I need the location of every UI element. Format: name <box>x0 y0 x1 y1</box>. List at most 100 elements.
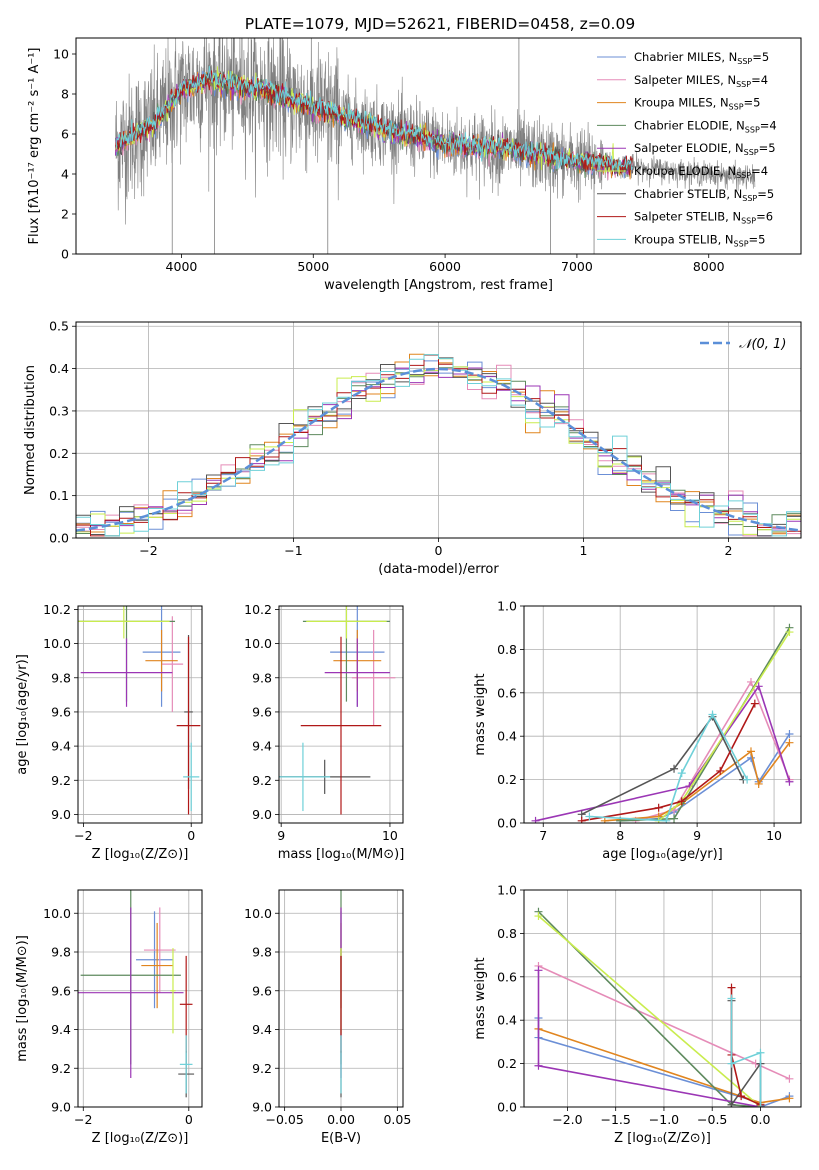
x-tick-label: −2.0 <box>552 1112 582 1127</box>
x-tick-label: 7 <box>539 828 547 843</box>
x-tick-label: 10 <box>766 828 782 843</box>
plus-marker <box>727 1100 736 1107</box>
x-tick-label: 1 <box>580 543 588 558</box>
mass-weight-series <box>581 703 756 822</box>
x-tick-label: 9 <box>693 828 701 843</box>
plus-marker <box>756 1103 765 1107</box>
legend-entry: Kroupa ELODIE, NSSP=4 <box>634 164 768 180</box>
axes-frame <box>75 37 802 255</box>
errorbar-point <box>78 606 170 639</box>
plus-marker <box>754 682 763 691</box>
y-tick-label: 9.0 <box>51 1100 71 1115</box>
x-tick-label: 0.0 <box>751 1112 771 1127</box>
y-tick-label: 8 <box>61 87 69 102</box>
y-tick-label: 1.0 <box>497 599 517 614</box>
errorbar-point <box>141 922 173 1009</box>
y-axis-label: Flux [fλ10⁻¹⁷ erg cm⁻² s⁻¹ A⁻¹] <box>27 48 42 245</box>
y-tick-label: 0.1 <box>49 488 69 503</box>
plus-marker <box>746 677 755 686</box>
mass-weight-series <box>604 742 791 822</box>
plot-area <box>115 38 756 254</box>
plus-marker <box>746 747 755 756</box>
y-tick-label: 0.0 <box>497 816 517 831</box>
x-axis-label: mass [log₁₀(M/M⊙)] <box>278 847 405 862</box>
y-tick-label: 0.6 <box>497 685 517 700</box>
x-tick-label: −0.5 <box>697 1112 727 1127</box>
x-tick-label: 10 <box>382 828 398 843</box>
panel-massweight-vs-Z: −2.0 −1.5 −1.0 −0.5 0.0 0.0 0.2 0.4 0.6 0.8 1.0 Z [… <box>473 883 802 1146</box>
y-tick-label: 0.2 <box>497 772 517 787</box>
y-tick-label: 10.0 <box>43 636 71 651</box>
plus-marker <box>677 769 686 778</box>
mass-weight-series <box>537 970 761 1107</box>
x-tick-label: −1.5 <box>601 1112 631 1127</box>
y-tick-label: 0 <box>61 247 69 262</box>
y-tick-label: 0.4 <box>497 729 517 744</box>
y-tick-label: 2 <box>61 207 69 222</box>
errorbar-point <box>324 638 390 707</box>
mass-weight-series <box>635 680 791 822</box>
errorbar-point <box>179 1035 193 1094</box>
x-tick-label: 9 <box>277 828 285 843</box>
plus-marker <box>708 710 717 719</box>
panel-residuals: −2 −1 0 1 2 0.0 0.1 0.2 0.3 0.4 0.5 (data-model)/er… <box>23 319 802 577</box>
y-tick-label: 4 <box>61 167 69 182</box>
plus-marker <box>727 983 736 992</box>
plot-area <box>76 353 801 538</box>
y-tick-label: 10.0 <box>244 636 272 651</box>
panel-mass-vs-Z: −2 0 9.0 9.2 9.4 9.6 9.8 10.0 Z [log₁₀(Z/Z⊙)] mas… <box>15 889 203 1146</box>
y-tick-label: 0.5 <box>49 319 69 334</box>
errorbar-point <box>80 638 173 707</box>
plus-marker <box>785 1074 794 1083</box>
plus-marker <box>534 1061 543 1070</box>
x-tick-label: 7000 <box>561 259 593 274</box>
errorbar-point <box>170 948 176 1034</box>
panel-spectrum: 4000 5000 6000 7000 8000 0 2 4 6 8 10 wavelength [A… <box>27 37 802 293</box>
normal-curve <box>76 367 801 532</box>
x-tick-label: 0 <box>435 543 443 558</box>
y-tick-label: 10.0 <box>43 906 71 921</box>
legend-entry: 𝒩(0, 1) <box>739 337 786 352</box>
legend-entry: Chabrier STELIB, NSSP=5 <box>634 187 774 203</box>
x-axis-label: age [log₁₀(age/yr)] <box>602 847 723 862</box>
mass-weight-series <box>620 627 791 822</box>
y-tick-label: 9.8 <box>252 945 272 960</box>
y-axis-label: mass weight <box>473 673 488 755</box>
y-tick-label: 10.0 <box>244 906 272 921</box>
x-tick-label: −1.0 <box>649 1112 679 1127</box>
y-tick-label: 0.0 <box>49 531 69 546</box>
plus-marker <box>670 764 679 773</box>
plus-marker <box>785 1094 794 1103</box>
plus-marker <box>750 699 759 708</box>
axes-frame <box>77 889 203 1108</box>
x-tick-label: 0 <box>185 1112 193 1127</box>
y-tick-label: 9.2 <box>252 773 272 788</box>
y-tick-label: 0.2 <box>497 1056 517 1071</box>
plus-marker <box>654 803 663 812</box>
x-axis-label: Z [log₁₀(Z/Z⊙)] <box>614 1131 711 1146</box>
x-tick-label: 0.05 <box>383 1112 411 1127</box>
axes-frame <box>278 605 404 824</box>
legend-entry: Chabrier ELODIE, NSSP=4 <box>634 118 777 134</box>
plus-marker <box>756 1048 765 1057</box>
axes-frame <box>75 321 802 539</box>
x-axis-label: Z [log₁₀(Z/Z⊙)] <box>92 847 189 862</box>
plus-marker <box>662 816 671 823</box>
panel-massweight-vs-age: 7 8 9 10 0.0 0.2 0.4 0.6 0.8 1.0 age [log₁₀(age/yr… <box>473 599 802 862</box>
plus-marker <box>743 775 752 784</box>
y-tick-label: 10.2 <box>244 602 272 617</box>
plus-marker <box>670 814 679 823</box>
spectrum-legend: Chabrier MILES, NSSP=5 Salpeter MILES, NS… <box>597 50 777 248</box>
legend-entry: Salpeter ELODIE, NSSP=5 <box>634 141 776 157</box>
y-tick-label: 9.4 <box>252 1022 272 1037</box>
x-tick-label: 6000 <box>429 259 461 274</box>
plus-marker <box>754 779 763 788</box>
plus-marker <box>531 816 540 823</box>
y-tick-label: 0.0 <box>497 1100 517 1115</box>
y-tick-label: 0.8 <box>497 926 517 941</box>
model-spectrum <box>115 65 633 172</box>
y-tick-label: 9.4 <box>252 739 272 754</box>
y-tick-label: 0.2 <box>49 446 69 461</box>
errorbar-point <box>306 606 387 639</box>
